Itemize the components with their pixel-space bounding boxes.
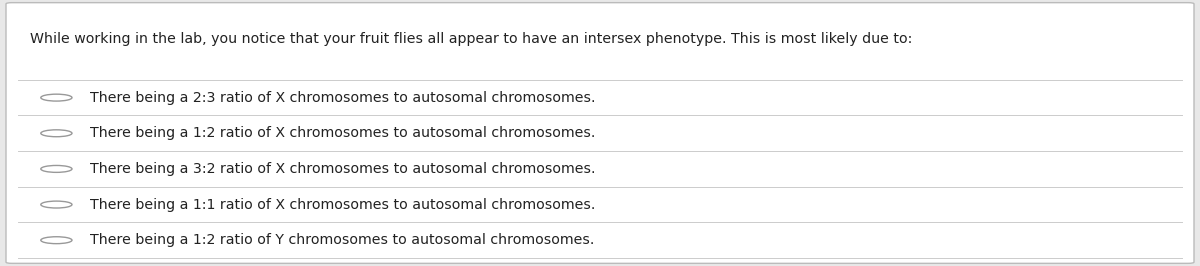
Text: There being a 1:1 ratio of X chromosomes to autosomal chromosomes.: There being a 1:1 ratio of X chromosomes… xyxy=(90,198,595,211)
Text: There being a 1:2 ratio of Y chromosomes to autosomal chromosomes.: There being a 1:2 ratio of Y chromosomes… xyxy=(90,233,594,247)
Text: While working in the lab, you notice that your fruit flies all appear to have an: While working in the lab, you notice tha… xyxy=(30,32,912,46)
FancyBboxPatch shape xyxy=(6,3,1194,263)
Text: There being a 2:3 ratio of X chromosomes to autosomal chromosomes.: There being a 2:3 ratio of X chromosomes… xyxy=(90,91,595,105)
Text: There being a 1:2 ratio of X chromosomes to autosomal chromosomes.: There being a 1:2 ratio of X chromosomes… xyxy=(90,126,595,140)
Text: There being a 3:2 ratio of X chromosomes to autosomal chromosomes.: There being a 3:2 ratio of X chromosomes… xyxy=(90,162,595,176)
